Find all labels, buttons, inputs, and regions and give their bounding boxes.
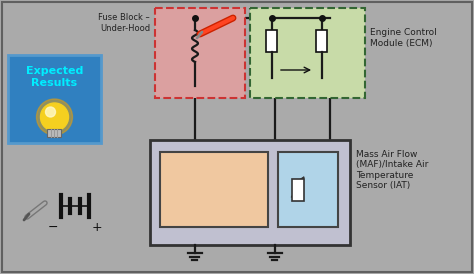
Text: Mass Air Flow
(MAF)/Intake Air
Temperature
Sensor (IAT): Mass Air Flow (MAF)/Intake Air Temperatu… [356, 150, 428, 190]
Text: Expected
Results: Expected Results [26, 66, 83, 88]
Circle shape [36, 99, 73, 135]
FancyBboxPatch shape [8, 55, 101, 143]
Text: +: + [91, 221, 102, 234]
FancyBboxPatch shape [2, 2, 472, 272]
FancyBboxPatch shape [292, 178, 304, 201]
FancyBboxPatch shape [317, 30, 328, 52]
FancyBboxPatch shape [160, 152, 268, 227]
FancyBboxPatch shape [250, 8, 365, 98]
Text: −: − [48, 221, 58, 234]
FancyBboxPatch shape [47, 129, 62, 137]
Circle shape [40, 103, 69, 131]
Text: Fuse Block –
Under-Hood: Fuse Block – Under-Hood [98, 13, 150, 33]
FancyBboxPatch shape [150, 140, 350, 245]
FancyBboxPatch shape [155, 8, 245, 98]
FancyBboxPatch shape [278, 152, 338, 227]
Circle shape [46, 107, 55, 117]
Text: Engine Control
Module (ECM): Engine Control Module (ECM) [370, 28, 437, 48]
FancyBboxPatch shape [266, 30, 277, 52]
